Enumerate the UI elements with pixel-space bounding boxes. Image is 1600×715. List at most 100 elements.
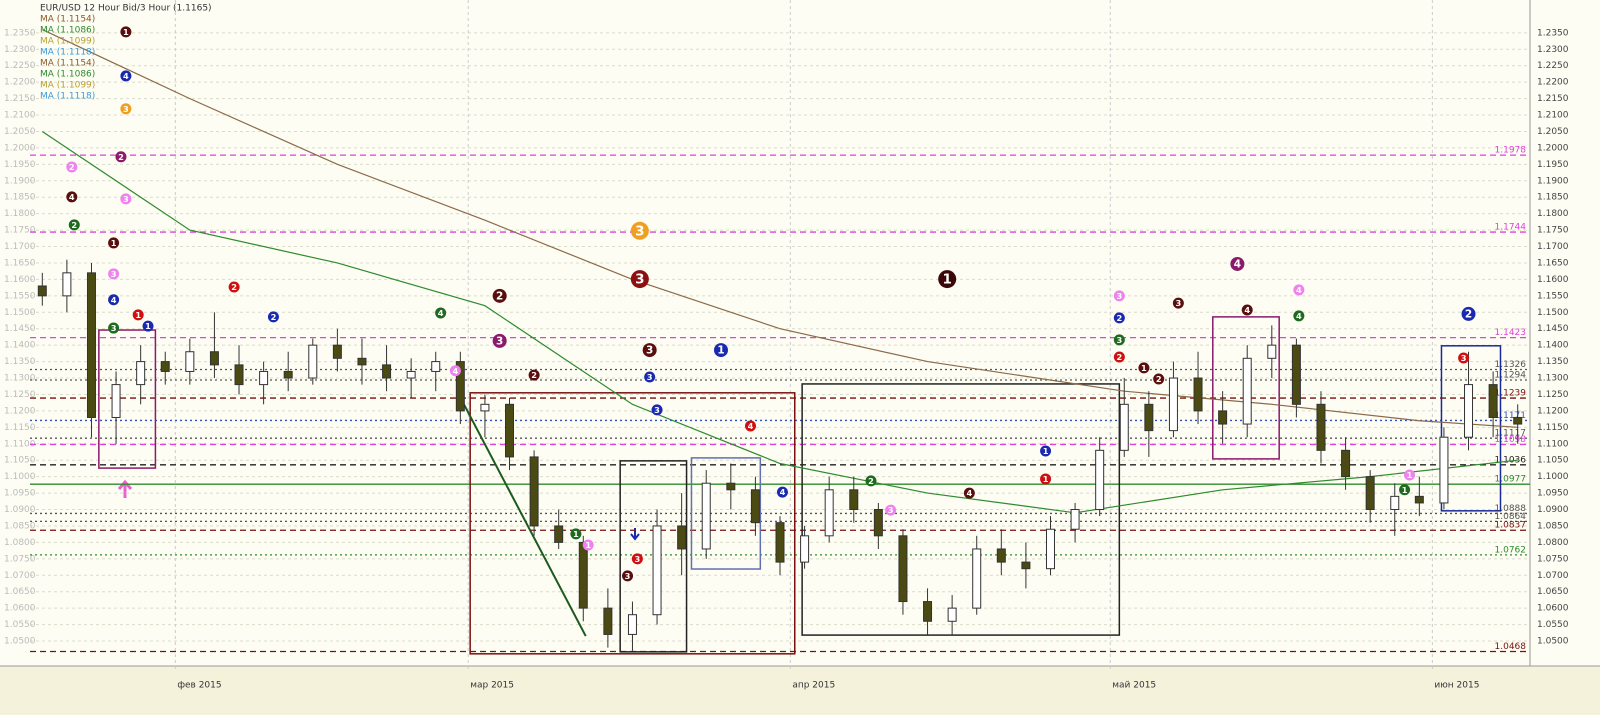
- candle-body: [283, 370, 293, 379]
- y-tick-label-left: 1.1950: [4, 160, 36, 170]
- level-label: 1.0977: [1495, 475, 1527, 485]
- y-tick-label-left: 1.0650: [4, 587, 36, 597]
- candle-body: [873, 509, 883, 537]
- marker: [267, 311, 279, 323]
- level-label: 1.0888: [1495, 504, 1527, 514]
- legend-entry: MA (1.1118): [40, 48, 95, 58]
- y-tick-label-left: 1.1350: [4, 357, 36, 367]
- y-tick-label: 1.2050: [1537, 127, 1569, 137]
- zone: [1212, 316, 1280, 460]
- marker: [132, 309, 144, 321]
- marker: [885, 504, 897, 516]
- candle-body: [849, 489, 859, 511]
- candle-body: [1439, 436, 1449, 504]
- y-tick-label: 1.0700: [1537, 571, 1569, 581]
- candle-body: [357, 357, 367, 366]
- y-tick-label-left: 1.1800: [4, 209, 36, 219]
- level-label: 1.1744: [1495, 223, 1527, 233]
- y-tick-label-left: 1.1600: [4, 275, 36, 285]
- candle-body: [627, 614, 637, 635]
- marker-label: 3: [635, 554, 641, 564]
- marker: [1113, 290, 1125, 302]
- marker-label: 4: [780, 487, 786, 497]
- marker: [1113, 334, 1125, 346]
- marker: [642, 343, 657, 358]
- y-tick-label-left: 1.1550: [4, 291, 36, 301]
- marker-label: 1: [1043, 446, 1049, 456]
- y-tick-label: 1.1050: [1537, 456, 1569, 466]
- y-tick-label: 1.1500: [1537, 308, 1569, 318]
- y-tick-label: 1.1550: [1537, 291, 1569, 301]
- x-tick-label: апр 2015: [792, 681, 835, 691]
- y-tick-label: 1.0550: [1537, 620, 1569, 630]
- marker: [1138, 362, 1150, 374]
- marker: [865, 475, 877, 487]
- y-tick-label-left: 1.1200: [4, 406, 36, 416]
- x-tick-label: фев 2015: [177, 681, 221, 691]
- y-tick-label-left: 1.2150: [4, 94, 36, 104]
- marker: [1461, 306, 1476, 321]
- y-tick-label-left: 1.2050: [4, 127, 36, 137]
- candle-body: [775, 522, 785, 563]
- candle-body: [505, 403, 515, 458]
- level-label: 1.0864: [1495, 512, 1527, 522]
- x-tick-label: мар 2015: [470, 681, 514, 691]
- marker: [1293, 310, 1305, 322]
- y-tick-label: 1.0600: [1537, 604, 1569, 614]
- marker: [108, 268, 120, 280]
- candle-body: [750, 489, 760, 524]
- marker-label: 1: [111, 238, 117, 248]
- y-tick-label: 1.1300: [1537, 374, 1569, 384]
- marker-label: 4: [453, 366, 459, 376]
- zone: [469, 392, 796, 655]
- level-label: 1.1423: [1495, 328, 1527, 338]
- candle-body: [1218, 410, 1228, 425]
- marker: [744, 420, 756, 432]
- marker-label: 3: [654, 405, 660, 415]
- marker: [1230, 256, 1245, 271]
- marker-label: 2: [1116, 352, 1122, 362]
- marker-label: 2: [69, 162, 75, 172]
- marker: [528, 369, 540, 381]
- marker-label: 2: [71, 220, 77, 230]
- marker: [66, 191, 78, 203]
- marker-label: 2: [1465, 308, 1472, 320]
- candle-body: [1267, 344, 1277, 359]
- y-tick-label-left: 1.1700: [4, 242, 36, 252]
- candle-body: [1414, 495, 1424, 504]
- marker: [651, 404, 663, 416]
- marker: [68, 219, 80, 231]
- marker: [1404, 469, 1416, 481]
- marker-label: 1: [1402, 485, 1408, 495]
- marker: [66, 161, 78, 173]
- marker: [570, 528, 582, 540]
- y-tick-label-left: 1.0700: [4, 571, 36, 581]
- marker-label: 4: [748, 421, 754, 431]
- candle-body: [1291, 344, 1301, 405]
- y-tick-label: 1.1950: [1537, 160, 1569, 170]
- marker-label: 3: [646, 345, 653, 357]
- y-tick-label-left: 1.0850: [4, 521, 36, 531]
- candle-body: [529, 456, 539, 527]
- marker-label: 3: [1116, 291, 1122, 301]
- candle-body: [234, 364, 244, 386]
- candle-body: [824, 489, 834, 537]
- marker-label: 3: [123, 194, 129, 204]
- candle-body: [259, 370, 269, 386]
- y-tick-label-left: 1.1850: [4, 193, 36, 203]
- level-label: 1.0837: [1495, 521, 1527, 531]
- candle-body: [554, 525, 564, 543]
- marker-label: 4: [1234, 258, 1241, 270]
- level-label: 1.1294: [1495, 371, 1527, 381]
- marker-label: 1: [123, 27, 129, 37]
- y-tick-label-left: 1.1000: [4, 472, 36, 482]
- candle-body: [86, 272, 96, 418]
- marker-label: 2: [271, 312, 277, 322]
- y-tick-label-left: 1.1500: [4, 308, 36, 318]
- zone: [801, 383, 1121, 636]
- marker-label: 2: [868, 476, 874, 486]
- y-tick-label: 1.1750: [1537, 226, 1569, 236]
- marker-label: 3: [111, 269, 117, 279]
